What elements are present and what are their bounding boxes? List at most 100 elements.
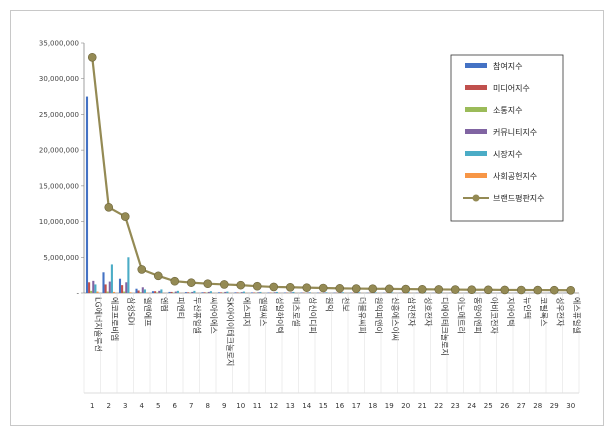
line-point [351,284,361,293]
x-category-index: 27 [517,402,526,410]
bar-시장지수 [143,289,146,293]
legend-label: 사회공헌지수 [493,172,537,181]
y-tick-label: 20,000,000 [39,147,79,155]
legend-box [450,54,564,222]
legend-swatch [465,85,487,90]
legend-label: 브랜드평판지수 [493,193,545,203]
line-point [401,284,411,294]
brand-reputation-chart: 35,000,00030,000,00025,000,00020,000,000… [39,40,582,411]
bar-커뮤니티지수 [207,291,210,293]
x-category-index: 30 [566,402,575,410]
bar-커뮤니티지수 [306,292,309,293]
x-axis-category-labels: LG에너지솔루션 1 에코프로비엠 2 삼성SDI 3 엘앤에프 4 엔켐 5 피엔티 6 두산퓨얼셀 7… [83,293,582,410]
bar-참여지수 [217,292,221,293]
x-category-index: 14 [302,402,311,410]
bar-커뮤니티지수 [224,291,227,293]
x-category-label: 씨아이에스 [209,297,219,334]
bar-사회공헌지수 [96,291,99,293]
x-category-index: 24 [467,402,476,410]
legend-label: 소통지수 [493,106,522,115]
x-category-label: 뉴인텍 [522,297,532,319]
x-category-index: 6 [173,402,178,410]
x-category-label: 코필록스 [539,297,549,326]
bar-참여지수 [184,292,188,293]
legend-swatch [465,151,487,156]
x-category-index: 26 [500,402,509,410]
legend-label: 참여지수 [493,61,522,71]
y-tick-label: 15,000,000 [39,182,79,190]
bar-시장지수 [275,291,278,293]
legend-label: 미디어지수 [493,83,530,93]
bar-커뮤니티지수 [108,281,111,293]
x-category-index: 8 [206,402,210,410]
x-category-label: 더블유씨피 [357,297,367,334]
x-category-label: 삼성SDI [126,297,136,325]
bar-커뮤니티지수 [174,291,177,293]
bar-커뮤니티지수 [290,292,293,293]
y-tick-label: - [76,290,79,298]
line-point [302,283,312,292]
legend-label: 시장지수 [493,149,522,159]
bar-시장지수 [160,289,163,293]
bar-시장지수 [94,284,97,293]
bar-시장지수 [176,290,179,293]
bar-커뮤니티지수 [257,292,260,293]
bar-커뮤니티지수 [92,280,95,293]
bar-미디어지수 [137,290,140,293]
bar-미디어지수 [253,292,256,293]
x-category-label: 천보 [341,297,351,312]
x-category-index: 25 [484,402,493,410]
bar-시장지수 [325,292,328,293]
x-category-index: 1 [90,402,94,410]
bar-시장지수 [110,264,113,293]
x-category-label: 상신이디피 [308,297,318,334]
line-point [186,278,196,287]
bar-시장지수 [374,292,377,293]
bar-참여지수 [234,292,237,293]
x-category-label: 디에이테크놀로지 [440,297,450,356]
x-category-index: 21 [418,402,427,410]
y-tick-label: 5,000,000 [43,254,79,262]
line-point [566,285,576,295]
x-category-index: 16 [335,402,344,410]
bar-시장지수 [193,290,196,293]
x-category-label: 이노메트리 [456,297,466,334]
x-category-label: 엔켐 [159,297,169,312]
bar-미디어지수 [220,292,223,293]
bar-참여지수 [250,292,254,293]
x-category-index: 29 [550,402,559,410]
bar-참여지수 [102,272,105,293]
x-category-label: 에스퓨얼셀 [572,297,582,334]
line-point [384,284,394,294]
x-category-index: 10 [236,402,245,410]
bar-미디어지수 [88,282,91,293]
x-category-index: 23 [451,402,460,410]
x-category-label: 비츠로셀 [291,297,301,326]
x-category-label: 지아이텍 [506,297,516,326]
bar-시장지수 [226,291,229,293]
x-category-label: 원익 [324,297,334,312]
x-category-label: 엘앤에프 [143,297,153,326]
line-point [203,279,213,289]
legend-swatch [465,107,487,112]
bar-시장지수 [407,292,410,293]
line-point [516,285,526,295]
x-category-label: 두산퓨얼셀 [192,297,202,334]
line-point [137,265,147,274]
x-category-label: 동양이엔피 [473,297,483,334]
bar-미디어지수 [170,291,173,293]
bar-소통지수 [156,292,159,293]
x-category-label: 성우전자 [555,297,565,327]
x-category-index: 28 [533,402,542,410]
bar-소통지수 [123,291,126,293]
x-category-label: 에코프로비엠 [110,297,120,341]
bar-시장지수 [242,291,245,293]
legend-swatch [465,129,487,134]
bar-미디어지수 [187,292,190,293]
x-category-index: 7 [189,402,193,410]
line-point [170,276,180,286]
x-category-index: 9 [222,402,226,410]
chart-frame: 35,000,000 30,000,000 25,000,000 20,000,000… [10,10,604,426]
bar-참여지수 [201,292,204,293]
line-point [285,282,295,292]
